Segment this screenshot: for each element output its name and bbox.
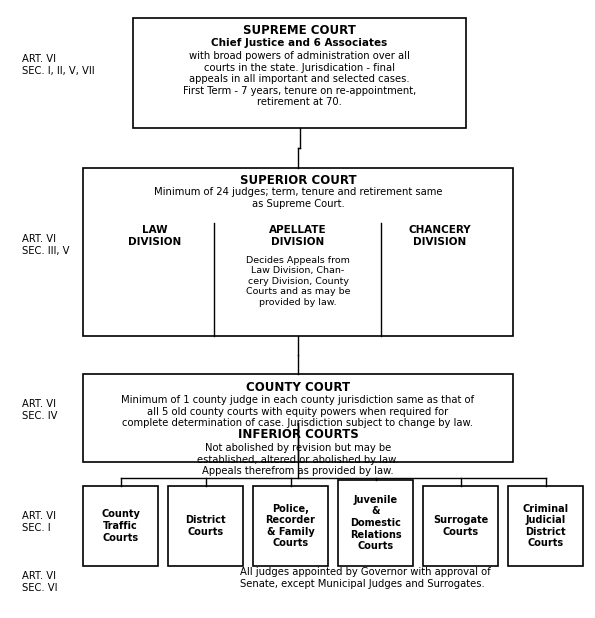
- Text: Minimum of 1 county judge in each county jurisdiction same as that of
all 5 old : Minimum of 1 county judge in each county…: [121, 395, 475, 428]
- Text: CHANCERY
DIVISION: CHANCERY DIVISION: [409, 225, 471, 247]
- Text: Criminal
Judicial
District
Courts: Criminal Judicial District Courts: [522, 504, 569, 548]
- Bar: [508, 486, 583, 566]
- Text: County
Traffic
Courts: County Traffic Courts: [101, 509, 140, 543]
- Text: LAW
DIVISION: LAW DIVISION: [129, 225, 181, 247]
- Text: APELLATE
DIVISION: APELLATE DIVISION: [269, 225, 327, 247]
- Bar: [338, 480, 413, 566]
- Text: with broad powers of administration over all
courts in the state. Jurisdication : with broad powers of administration over…: [183, 51, 416, 108]
- Text: ART. VI
SEC. III, V: ART. VI SEC. III, V: [22, 234, 70, 256]
- Text: Decides Appeals from
Law Division, Chan-
cery Division, County
Courts and as may: Decides Appeals from Law Division, Chan-…: [246, 256, 350, 307]
- Text: Chief Justice and 6 Associates: Chief Justice and 6 Associates: [211, 38, 387, 48]
- Text: Police,
Recorder
& Family
Courts: Police, Recorder & Family Courts: [265, 504, 315, 548]
- Text: Surrogate
Courts: Surrogate Courts: [433, 515, 488, 537]
- Bar: [253, 486, 328, 566]
- Text: ART. VI
SEC. VI: ART. VI SEC. VI: [22, 571, 58, 593]
- Bar: [423, 486, 498, 566]
- Bar: [83, 486, 158, 566]
- Bar: [83, 374, 513, 462]
- Text: ART. VI
SEC. IV: ART. VI SEC. IV: [22, 399, 58, 421]
- Text: Juvenile
&
Domestic
Relations
Courts: Juvenile & Domestic Relations Courts: [350, 495, 401, 551]
- Text: SUPREME COURT: SUPREME COURT: [243, 24, 356, 37]
- Bar: [133, 18, 466, 128]
- Text: Minimum of 24 judges; term, tenure and retirement same
as Supreme Court.: Minimum of 24 judges; term, tenure and r…: [154, 187, 442, 209]
- Text: SUPERIOR COURT: SUPERIOR COURT: [240, 174, 356, 187]
- Bar: [168, 486, 243, 566]
- Text: INFERIOR COURTS: INFERIOR COURTS: [237, 428, 358, 441]
- Text: All judges appointed by Governor with approval of
Senate, except Municipal Judge: All judges appointed by Governor with ap…: [240, 567, 491, 589]
- Text: ART. VI
SEC. I, II, V, VII: ART. VI SEC. I, II, V, VII: [22, 54, 95, 76]
- Text: Not abolished by revision but may be
established, altered or abolished by law.
A: Not abolished by revision but may be est…: [197, 443, 399, 476]
- Text: COUNTY COURT: COUNTY COURT: [246, 381, 350, 394]
- Text: District
Courts: District Courts: [185, 515, 226, 537]
- Text: ART. VI
SEC. I: ART. VI SEC. I: [22, 511, 56, 533]
- Bar: [83, 168, 513, 336]
